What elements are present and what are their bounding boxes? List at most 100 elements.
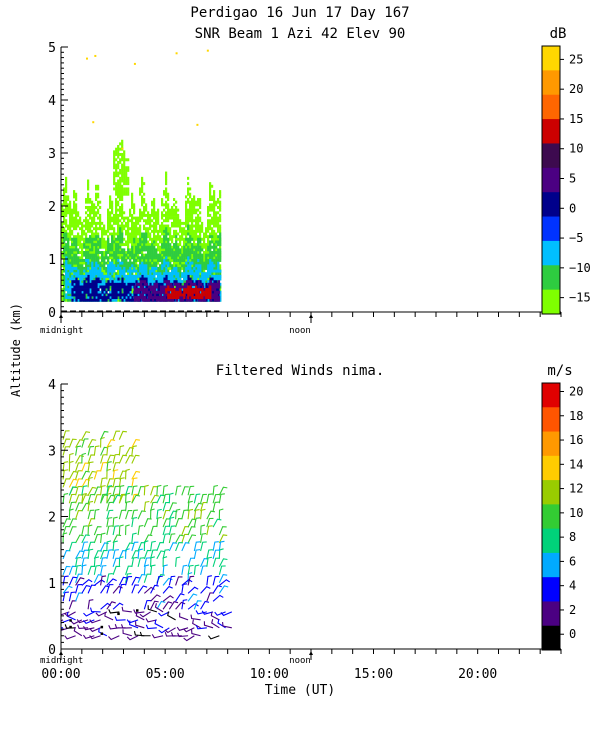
snr-cell	[175, 264, 178, 268]
snr-cell	[95, 285, 98, 289]
snr-cell	[215, 266, 218, 270]
snr-cell	[207, 272, 210, 276]
snr-cell	[145, 298, 149, 302]
snr-cell	[73, 285, 76, 289]
snr-cell	[181, 256, 184, 260]
snr-cell	[191, 256, 194, 260]
snr-cell	[127, 240, 130, 244]
snr-cell	[163, 277, 166, 281]
snr-cell	[175, 219, 178, 223]
snr-cell	[97, 282, 100, 286]
snr-cell	[195, 216, 198, 220]
snr-cell	[145, 208, 148, 212]
snr-cell	[113, 274, 116, 278]
snr-cell	[183, 253, 186, 257]
snr-cell	[99, 224, 102, 228]
snr-cell	[141, 211, 144, 215]
snr-cell	[109, 200, 112, 204]
snr-cell	[163, 256, 166, 260]
snr-cell	[69, 200, 72, 204]
snr-cell	[217, 240, 220, 244]
snr-cell	[165, 245, 168, 249]
snr-cell	[161, 237, 164, 241]
snr-cell	[183, 245, 186, 249]
snr-cell	[147, 216, 150, 220]
snr-cell	[63, 195, 66, 199]
snr-cell	[207, 240, 210, 244]
snr-cell	[203, 235, 206, 239]
snr-cell	[143, 277, 146, 281]
snr-cell	[61, 237, 64, 241]
snr-cell	[125, 187, 128, 191]
snr-cell	[139, 251, 142, 254]
snr-cell	[199, 280, 202, 284]
snr-cell	[177, 224, 180, 228]
snr-cell	[165, 240, 168, 244]
snr-cell	[109, 296, 112, 300]
snr-cell	[123, 153, 126, 156]
snr-cell	[137, 219, 140, 223]
snr-cell	[181, 290, 184, 294]
snr-cell	[93, 203, 96, 207]
snr-cell	[119, 192, 122, 196]
snr-cell	[143, 200, 146, 204]
snr-cell	[175, 200, 178, 204]
snr-cell	[209, 248, 212, 252]
snr-cell	[169, 216, 172, 220]
snr-cell	[195, 259, 198, 262]
snr-cell	[99, 264, 102, 268]
snr-cell	[203, 272, 206, 276]
snr-cell	[163, 227, 166, 231]
snr-cell	[121, 264, 124, 268]
snr-cell	[73, 190, 76, 194]
snr-cell	[63, 187, 66, 191]
snr-cell	[161, 256, 164, 260]
snr-cell	[133, 298, 137, 302]
snr-cell	[209, 274, 212, 278]
snr-cell	[79, 264, 82, 268]
snr-cell	[129, 288, 132, 292]
snr-cell	[167, 219, 170, 223]
snr-cell	[87, 179, 90, 183]
snr-cell	[75, 213, 78, 217]
snr-cell	[167, 224, 170, 228]
snr-cell	[83, 285, 86, 289]
snr-cell	[125, 269, 128, 273]
snr-cell	[81, 261, 84, 265]
snr-cell	[119, 224, 122, 228]
snr-cell	[127, 277, 130, 281]
snr-cell	[205, 280, 208, 284]
snr-cell	[123, 288, 126, 292]
snr-cell	[119, 235, 122, 239]
snr-cell	[151, 274, 154, 278]
snr-cell	[81, 253, 84, 257]
snr-cell	[175, 266, 178, 270]
snr-cell	[219, 208, 222, 212]
snr-cell	[197, 253, 200, 257]
snr-cell	[183, 256, 186, 260]
snr-cell	[101, 282, 104, 286]
snr-cell	[103, 298, 106, 302]
snr-cell	[165, 211, 168, 215]
snr-cell	[61, 280, 64, 284]
snr-cell	[185, 245, 188, 249]
snr-cell	[109, 216, 112, 220]
snr-cell	[77, 293, 80, 297]
snr-cell	[105, 240, 108, 244]
snr-cell	[131, 269, 134, 273]
snr-cell	[85, 264, 88, 268]
snr-cell	[141, 216, 144, 220]
snr-cell	[193, 251, 196, 254]
snr-cell	[211, 266, 214, 270]
snr-cell	[139, 266, 142, 270]
snr-cell	[185, 208, 188, 212]
snr-cell	[155, 264, 158, 268]
snr-cell	[137, 277, 140, 281]
snr-cell	[145, 229, 148, 233]
snr-cell	[75, 266, 78, 270]
snr-cell	[71, 282, 74, 286]
snr-cell	[137, 216, 140, 220]
snr-cell	[129, 264, 132, 268]
snr-cell	[137, 298, 141, 302]
snr-cell	[159, 259, 162, 262]
